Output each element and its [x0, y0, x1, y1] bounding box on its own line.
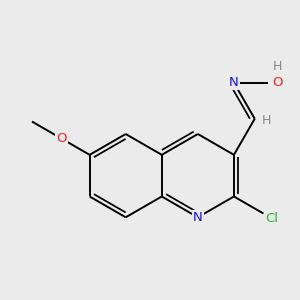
Text: H: H: [262, 114, 271, 127]
Text: Cl: Cl: [265, 212, 278, 225]
Text: N: N: [193, 211, 203, 224]
Text: N: N: [229, 76, 239, 89]
Text: O: O: [272, 76, 283, 89]
Text: O: O: [56, 132, 67, 145]
Text: H: H: [272, 60, 282, 74]
